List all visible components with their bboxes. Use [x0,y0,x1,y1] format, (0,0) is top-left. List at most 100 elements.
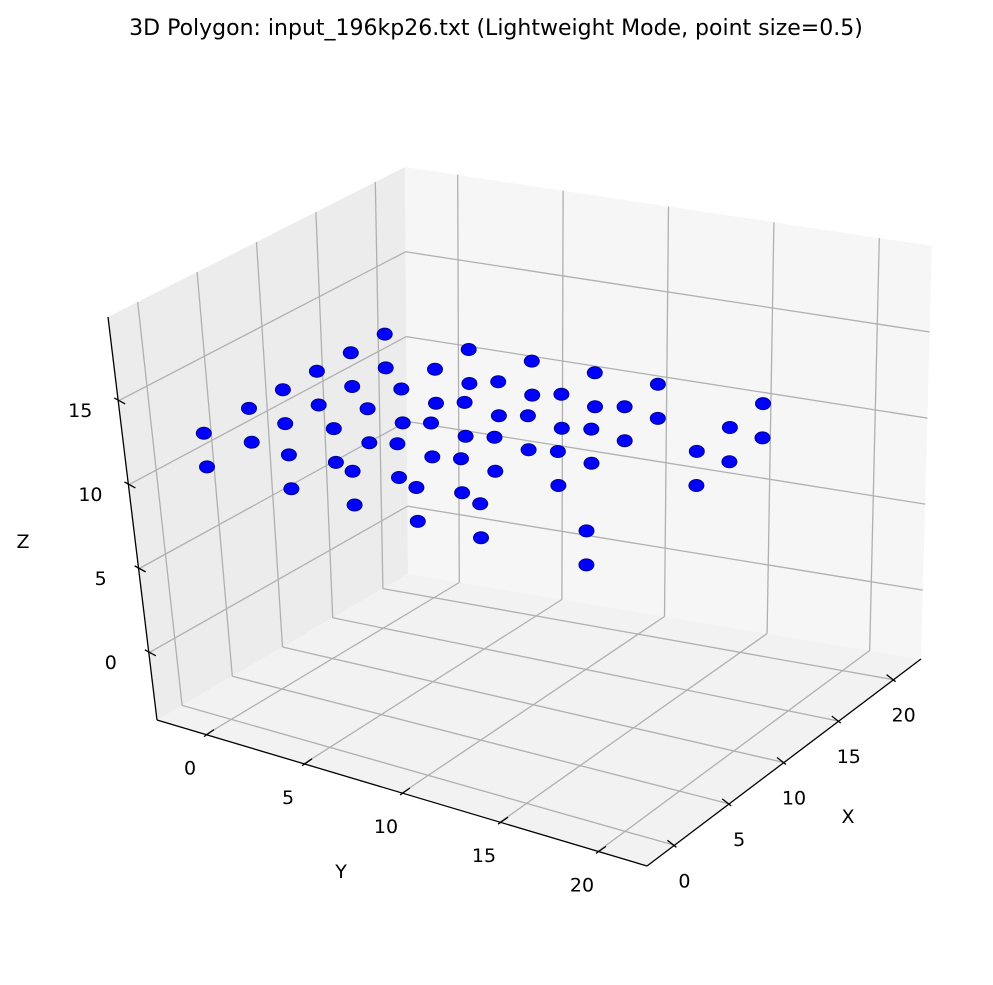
x-tick-label: 10 [782,788,806,810]
y-tick-mark [399,787,411,796]
z-gridline [138,420,408,570]
x-tick-mark [886,674,896,683]
scatter-point [280,448,297,462]
scatter-point [243,435,260,449]
scatter-point [688,479,705,492]
chart-title: 3D Polygon: input_196kp26.txt (Lightweig… [129,16,863,41]
scatter-point [487,464,504,478]
scatter-point [460,343,477,356]
grid-lines [117,174,930,852]
tick-marks [113,397,896,854]
y-tick-mark [497,816,509,825]
y-tick-label: 15 [472,845,496,867]
scatter-point [490,375,507,389]
scatter-point [721,455,738,469]
z-tick-label: 10 [78,484,102,506]
y-gridline [303,598,563,765]
y-gridline [401,615,665,794]
scatter-point [454,486,471,500]
scatter-point [391,471,407,484]
x-tick-label: 5 [733,829,745,851]
back-wall-pane [405,167,932,659]
scatter-point [408,481,425,494]
scatter-point [649,377,666,391]
scatter-point [325,422,342,436]
scatter-point [523,354,540,368]
z-tick-label: 5 [95,568,107,590]
scatter-point [389,437,406,451]
scatter-point [393,382,410,396]
z-gridline [148,505,408,654]
scatter-point [361,436,378,450]
scatter-point [461,377,478,390]
z-tick-mark [144,649,157,657]
scatter-point [524,388,541,402]
scatter-point [583,422,600,436]
y-tick-label: 10 [374,816,398,838]
x-tick-mark [776,756,787,766]
y-axis-title: Y [334,861,347,883]
scatter-point [583,456,600,470]
z-gridline [128,336,407,486]
scatter-point [456,395,473,409]
x-tick-mark [721,798,732,807]
scatter-point [520,443,537,457]
z-axis-line [107,316,158,721]
scatter-point [473,531,489,545]
scatter-point [587,400,603,414]
scatter-point [754,431,771,445]
scatter-point [549,445,566,458]
x-axis-title: X [841,806,854,828]
x-tick-label: 15 [837,746,861,768]
scatter-point [346,498,363,512]
scatter-point [394,416,411,430]
scatter-point [327,455,344,469]
scatter-point [586,366,603,380]
z-tick-mark [124,481,136,489]
scatter-point [486,430,503,444]
y-tick-mark [203,729,215,738]
y-tick-mark [595,845,607,854]
scatter-point [649,411,666,425]
scatter-point [344,464,361,478]
y-tick-label: 0 [184,758,196,780]
scatter-point [428,396,444,410]
scatter-point [616,434,633,448]
x-tick-label: 0 [678,870,690,892]
scatter-point [616,400,633,414]
floor-pane [157,574,921,866]
scatter-point [721,421,738,434]
scatter-point [377,361,394,375]
scatter-point [553,421,570,435]
scatter-point [274,383,291,397]
y-tick-label: 20 [570,874,594,896]
z-tick-mark [134,565,146,573]
scatter-point [424,450,441,464]
scatter-point [578,558,595,572]
scatter-point [199,460,215,474]
z-axis-title: Z [16,531,29,553]
scatter-point [519,409,536,423]
scatter-point [755,397,771,411]
scatter-point [472,497,489,511]
scatter-point [359,402,376,416]
z-gridline [405,251,930,333]
scatter-point [553,387,570,401]
scatter-point [490,409,507,423]
scatter-point [310,398,327,412]
y-gridline [597,649,871,852]
scatter-point [427,362,443,376]
scatter-point [277,417,294,431]
scatter-point [195,426,212,440]
scatter-point [409,514,426,528]
scatter-point [578,524,595,538]
x-tick-mark [831,715,842,724]
scatter-point [376,327,393,341]
x-tick-label: 20 [892,705,916,727]
scatter-point [283,482,300,496]
scatter-point [688,444,705,458]
z-gridline [406,335,928,419]
z-gridline [117,251,406,402]
y-gridline [205,581,460,736]
